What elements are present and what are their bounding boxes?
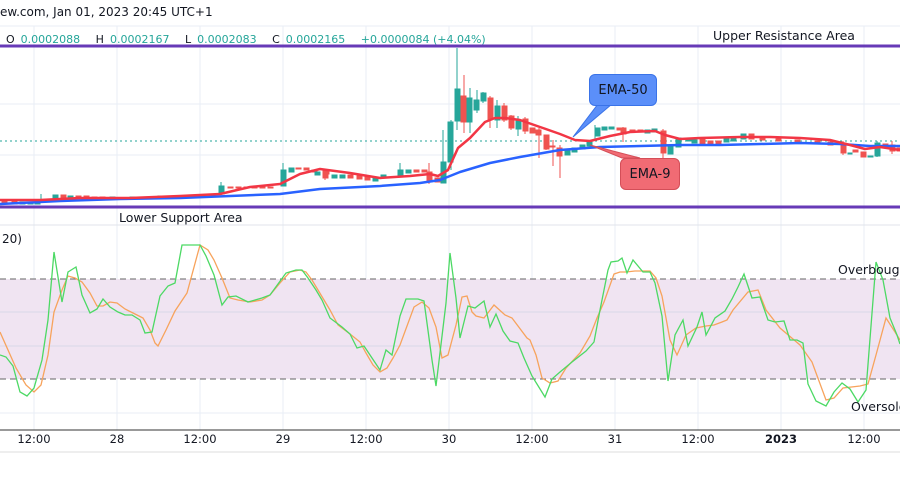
candles (1, 48, 900, 205)
open-value: 0.0002088 (20, 33, 81, 46)
x-tick: 31 (607, 432, 623, 446)
x-tick: 30 (441, 432, 457, 446)
stoch-k-line (0, 244, 900, 407)
ema50-callout-pointer (572, 103, 614, 138)
stoch-d-line (0, 243, 900, 401)
x-tick: 12:00 (515, 432, 549, 446)
oversold-label: Oversold (851, 399, 900, 414)
indicator-label[interactable]: 20) (2, 232, 22, 246)
x-tick: 12:00 (847, 432, 881, 446)
high-label: H (95, 33, 104, 46)
change-value: +0.0000084 (+4.04%) (360, 33, 486, 46)
x-tick: 12:00 (17, 432, 51, 446)
x-tick-year: 2023 (764, 432, 798, 446)
source-timestamp: ew.com, Jan 01, 2023 20:45 UTC+1 (0, 5, 213, 19)
ohlc-legend: O 0.0002088 H 0.0002167 L 0.0002083 C 0.0002… (6, 33, 492, 46)
upper-resistance-label: Upper Resistance Area (713, 28, 855, 43)
overbought-label: Overbought (838, 262, 900, 277)
x-tick: 28 (109, 432, 125, 446)
time-axis[interactable]: 12:00 28 12:00 29 12:00 30 12:00 31 12:0… (0, 430, 900, 452)
stoch-band (0, 279, 900, 379)
close-value: 0.0002165 (285, 33, 346, 46)
x-tick: 12:00 (681, 432, 715, 446)
ema50-callout: EMA-50 (589, 74, 657, 106)
x-tick: 12:00 (183, 432, 217, 446)
open-label: O (6, 33, 15, 46)
footer-blank (0, 453, 900, 489)
ema9-line (0, 116, 900, 202)
ema50-line (0, 141, 900, 206)
ema9-callout: EMA-9 (620, 158, 680, 190)
x-tick: 12:00 (349, 432, 383, 446)
x-tick: 29 (275, 432, 291, 446)
lower-support-label: Lower Support Area (119, 210, 243, 225)
high-value: 0.0002167 (109, 33, 170, 46)
close-label: C (272, 33, 280, 46)
chart-header: ew.com, Jan 01, 2023 20:45 UTC+1 (0, 0, 900, 26)
low-value: 0.0002083 (197, 33, 257, 46)
low-label: L (184, 33, 192, 46)
